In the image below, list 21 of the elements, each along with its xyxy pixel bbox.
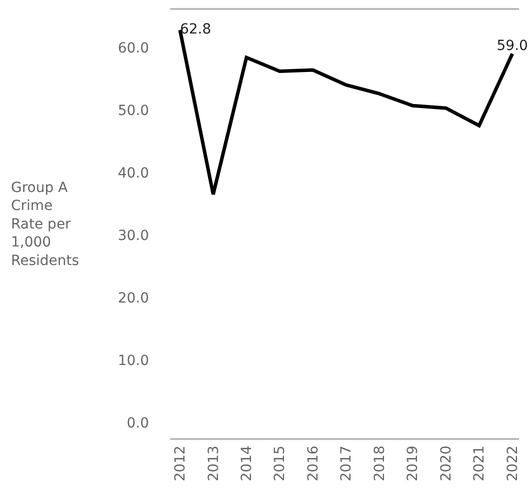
x-tick-label: 2016 — [305, 446, 322, 482]
x-tick-label: 2018 — [372, 446, 388, 482]
x-tick-label: 2015 — [272, 446, 288, 482]
data-label: 59.0 — [496, 38, 528, 54]
x-tick-label: 2014 — [239, 446, 255, 482]
x-tick-label: 2021 — [472, 446, 488, 482]
y-tick-label: 50.0 — [118, 102, 149, 119]
y-axis-title: Group A Crime Rate per 1,000 Residents — [11, 180, 80, 269]
y-tick-label: 20.0 — [118, 290, 149, 306]
x-tick-label: 2019 — [405, 446, 422, 482]
x-tick-label: 2012 — [172, 446, 189, 482]
data-label: 62.8 — [180, 21, 212, 38]
x-tick-label: 2020 — [438, 446, 454, 482]
x-tick-label: 2017 — [338, 446, 355, 482]
x-tick-label: 2013 — [206, 446, 222, 482]
y-tick-label: 40.0 — [118, 165, 149, 182]
y-tick-label: 30.0 — [118, 228, 149, 244]
y-tick-label: 10.0 — [118, 352, 149, 369]
y-tick-label: 60.0 — [118, 40, 149, 56]
x-tick-label: 2022 — [504, 446, 521, 482]
y-tick-label: 0.0 — [126, 415, 149, 432]
